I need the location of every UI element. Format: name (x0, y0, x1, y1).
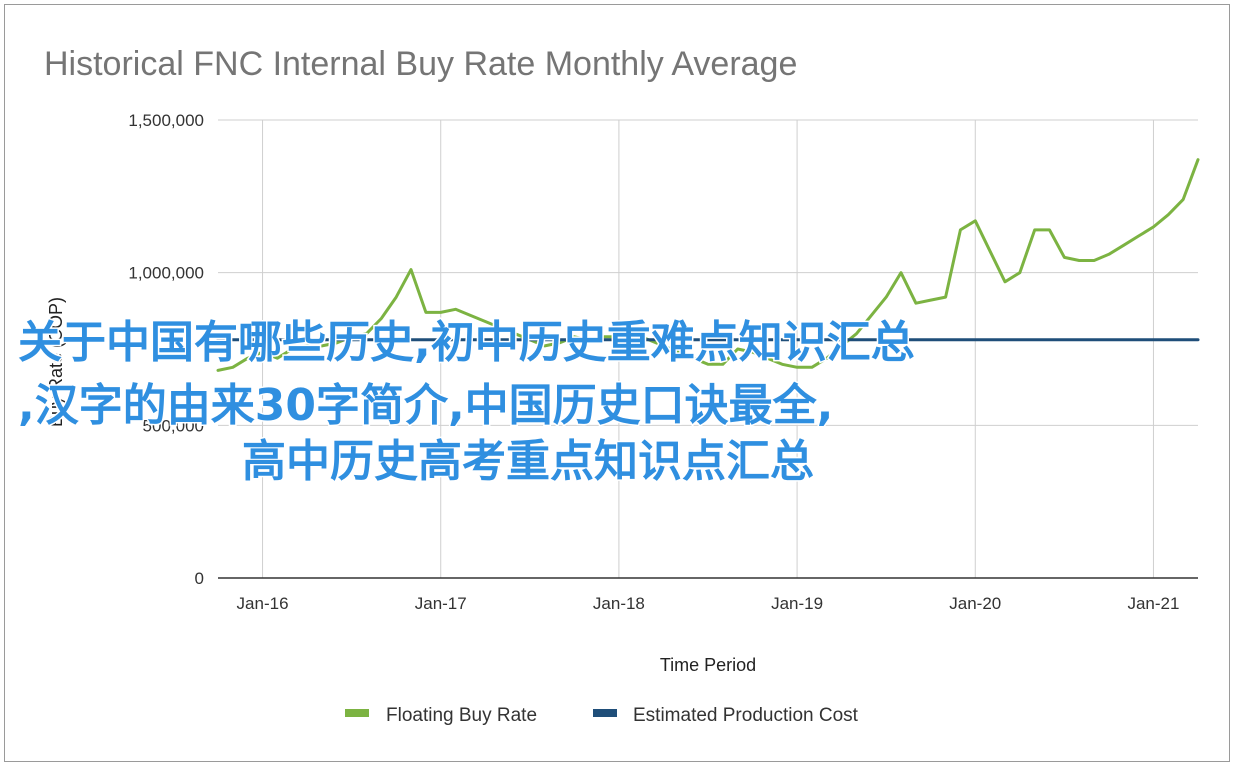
x-tick-label: Jan-21 (1127, 594, 1179, 613)
overlay-line-2: ,汉字的由来30字简介,中国历史口诀最全, (18, 380, 833, 431)
overlay-caption: 关于中国有哪些历史,初中历史重难点知识汇总 ,汉字的由来30字简介,中国历史口诀… (17, 316, 917, 489)
x-axis-label: Time Period (660, 655, 756, 675)
x-tick-label: Jan-20 (949, 594, 1001, 613)
legend: Floating Buy Rate Estimated Production C… (345, 705, 859, 726)
x-tick-label: Jan-17 (415, 594, 467, 613)
x-axis-ticks: Jan-16 Jan-17 Jan-18 Jan-19 Jan-20 Jan-21 (237, 594, 1180, 613)
grid-lines (218, 119, 1198, 579)
y-tick-label: 0 (195, 569, 204, 588)
y-tick-label: 500,000 (143, 416, 204, 435)
series-line-floating-buy-rate (216, 158, 1200, 372)
overlay-line-1: 关于中国有哪些历史,初中历史重难点知识汇总 (18, 317, 915, 368)
y-axis-ticks: 0 500,000 1,000,000 1,500,000 (128, 111, 204, 588)
overlay-line-3: 高中历史高考重点知识点汇总 (242, 436, 814, 487)
chart-title: Historical FNC Internal Buy Rate Monthly… (44, 45, 797, 83)
x-tick-label: Jan-19 (771, 594, 823, 613)
y-tick-label: 1,500,000 (128, 111, 204, 130)
x-tick-label: Jan-16 (237, 594, 289, 613)
legend-swatch-estimated-production-cost (593, 709, 617, 717)
legend-label-estimated-production-cost: Estimated Production Cost (633, 705, 859, 726)
y-axis-label: Buy Rate (COP) (46, 297, 66, 427)
chart-frame (4, 4, 1230, 762)
legend-label-floating-buy-rate: Floating Buy Rate (386, 705, 537, 726)
x-tick-label: Jan-18 (593, 594, 645, 613)
series-lines (216, 158, 1200, 372)
y-tick-label: 1,000,000 (128, 264, 204, 283)
legend-swatch-floating-buy-rate (345, 709, 369, 717)
